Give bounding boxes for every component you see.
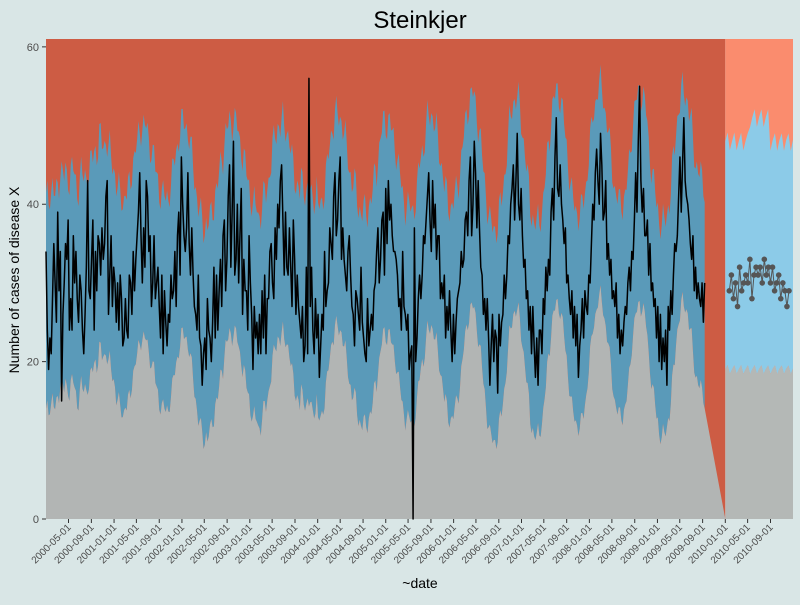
- forecast-point: [726, 288, 733, 294]
- forecast-point: [753, 264, 759, 270]
- lower-band-forecast: [725, 365, 793, 519]
- forecast-point: [780, 280, 786, 286]
- y-tick-label: 0: [33, 514, 39, 526]
- forecast-point: [771, 288, 778, 294]
- forecast-point: [773, 280, 780, 286]
- plot-area: [45, 39, 793, 520]
- forecast-point: [732, 280, 739, 286]
- forecast-point: [763, 272, 770, 278]
- forecast-point: [775, 272, 782, 278]
- forecast-point: [784, 303, 790, 310]
- forecast-point: [755, 272, 761, 278]
- forecast-point: [730, 295, 737, 302]
- forecast-point: [777, 295, 784, 302]
- forecast-point: [747, 256, 753, 263]
- forecast-point: [749, 295, 755, 302]
- y-tick-label: 40: [27, 199, 39, 211]
- forecast-point: [734, 303, 741, 310]
- forecast-point: [740, 280, 747, 286]
- forecast-point: [742, 272, 749, 278]
- y-axis-label: Number of cases of disease X: [6, 186, 22, 373]
- forecast-point: [786, 288, 792, 294]
- forecast-series-line: [728, 259, 790, 307]
- y-tick-label: 60: [27, 42, 39, 54]
- forecast-point: [745, 280, 751, 286]
- forecast-point: [761, 256, 768, 263]
- observed-series-line: [45, 77, 706, 520]
- lower-band: [46, 285, 726, 519]
- forecast-point: [782, 288, 788, 294]
- middle-band-forecast: [725, 109, 793, 375]
- axes: 02040602000-05-012000-09-012001-01-01200…: [27, 42, 776, 566]
- chart-title: Steinkjer: [373, 7, 466, 34]
- forecast-point: [759, 280, 766, 286]
- forecast-point: [769, 264, 776, 270]
- forecast-point: [738, 288, 745, 294]
- forecast-point: [767, 280, 774, 286]
- forecast-point: [765, 264, 772, 270]
- forecast-point: [736, 264, 743, 270]
- forecast-point: [757, 264, 763, 270]
- forecast-point: [728, 272, 735, 278]
- y-tick-label: 20: [27, 357, 39, 369]
- forecast-point: [751, 272, 757, 278]
- x-axis-label: ~date: [402, 575, 438, 591]
